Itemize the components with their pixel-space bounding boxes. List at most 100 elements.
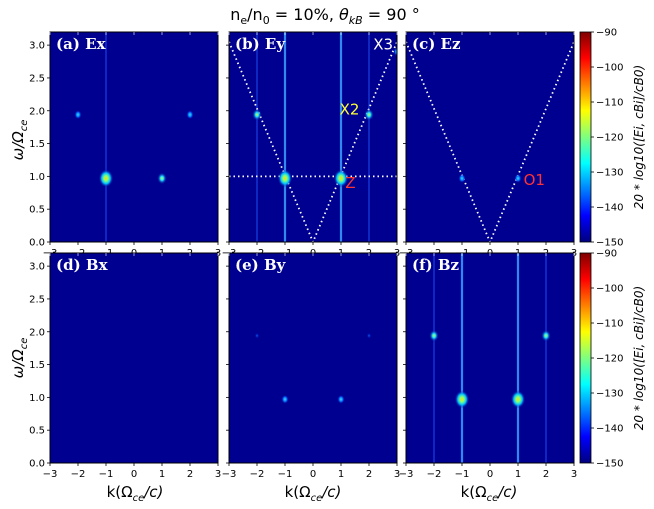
x-tick-label: −2 [427,469,442,480]
y-tick-label: 1.5 [29,139,45,150]
y-axis-label-top: ω/Ωce [9,120,30,161]
heatmap-background [50,253,218,463]
hotspot [157,172,167,185]
x-tick-label: 2 [187,469,193,480]
hotspot [510,390,526,409]
colorbar-gradient [579,252,592,464]
figure-title: ne/n0 = 10%, θkB = 90 ° [230,5,420,27]
panel-4: (e) By −3 −2 −1 0 1 2 3 [222,252,400,480]
colorbar-tick-label: −140 [596,203,623,214]
colorbar-0: −90 −100 −110 −120 −130 −140 −150 20 * log10([E… [579,28,646,249]
heatmap-background [50,32,218,242]
heatmap-background [406,32,574,242]
y-tick-label: 1.0 [29,393,45,404]
x-tick-label: −2 [71,469,86,480]
y-tick-label: 0.0 [29,238,45,249]
hotspot [252,108,262,121]
colorbar-tick-label: −150 [596,459,623,470]
panel-5: (f) Bz −3 −2 −1 0 1 2 3 [399,252,577,480]
hotspot [366,332,372,339]
panel-label: (d) Bx [56,256,109,274]
dispersion-v-curve [406,41,574,242]
x-tick-label: −3 [43,469,58,480]
x-tick-label: 3 [394,469,400,480]
dispersion-v-curve [229,41,397,242]
x-tick-label: 1 [515,469,521,480]
hotspot [454,390,470,409]
x-axis-label-d: k(Ωce/c) [107,483,164,504]
panel-label: (a) Ex [56,35,107,53]
colorbar-tick-label: −130 [596,389,623,400]
colorbar-tick-label: −150 [596,238,623,249]
heatmap-background [229,32,397,242]
colorbar-label: 20 * log10([Ei, cBi]/cB0) [632,286,646,430]
mode-label-z: Z [345,174,355,192]
heatmap-background [406,253,574,463]
x-tick-label: 0 [310,469,316,480]
x-tick-label: 3 [571,469,577,480]
y-tick-label: 2.5 [29,294,45,305]
y-tick-label: 1.5 [29,360,45,371]
panel-label: (b) Ey [235,35,286,53]
hotspot [541,329,551,342]
x-tick-label: −1 [278,469,293,480]
colorbar-tick-label: −110 [596,319,623,330]
y-tick-label: 1.0 [29,172,45,183]
x-axis-label-e: k(Ωce/c) [285,483,342,504]
y-tick-label: 0.5 [29,205,45,216]
hotspot [277,169,293,188]
mode-label-o1: O1 [524,171,545,189]
x-axis-label-f: k(Ωce/c) [461,483,518,504]
y-axis-label-bottom: ω/Ωce [9,338,30,379]
x-tick-label: −2 [250,469,265,480]
colorbar-gradient [579,31,592,243]
x-tick-label: 2 [543,469,549,480]
hotspot [393,47,397,57]
y-tick-label: 2.5 [29,73,45,84]
colorbar-tick-label: −90 [596,249,617,260]
x-tick-label: −1 [99,469,114,480]
hotspot [429,329,439,342]
y-tick-label: 2.0 [29,327,45,338]
panel-1: (b) Ey−3−2−10123X3X2Z [222,31,400,259]
x-tick-label: 1 [338,469,344,480]
mode-label-x3: X3 [373,36,393,54]
panel-label: (f) Bz [412,256,460,274]
x-tick-label: 3 [215,469,221,480]
x-tick-label: 2 [366,469,372,480]
colorbar-tick-label: −140 [596,424,623,435]
heatmap-background [229,253,397,463]
hotspot [254,332,260,339]
hotspot [74,110,82,120]
hotspot [337,394,345,404]
hotspot [281,394,289,404]
x-tick-label: 0 [487,469,493,480]
colorbar-tick-label: −90 [596,28,617,39]
panel-3: (d) Bx −3 −2 −1 0 1 2 3 0.0 0.5 1.0 1.5 2.0 2.5 3.0 [29,252,221,480]
colorbar-tick-label: −120 [596,354,623,365]
x-tick-label: 1 [159,469,165,480]
colorbar-tick-label: −100 [596,63,623,74]
x-tick-label: −3 [222,469,237,480]
y-tick-label: 3.0 [29,41,45,52]
y-tick-label: 2.0 [29,106,45,117]
y-tick-label: 0.5 [29,426,45,437]
x-tick-label: −1 [455,469,470,480]
colorbar-1: −90 −100 −110 −120 −130 −140 −150 20 * log10([E… [579,249,646,470]
colorbar-label: 20 * log10([Ei, cBi]/cB0) [632,65,646,209]
hotspot [333,169,349,188]
y-tick-label: 0.0 [29,459,45,470]
hotspot [458,173,466,183]
hotspot [514,173,522,183]
panel-2: (c) Ez−3−2−10123O1 [399,31,577,259]
hotspot [186,110,194,120]
colorbar-tick-label: −100 [596,284,623,295]
colorbar-tick-label: −120 [596,133,623,144]
y-tick-label: 3.0 [29,262,45,273]
panel-label: (c) Ez [412,35,461,53]
mode-label-x2: X2 [340,101,360,119]
colorbar-tick-label: −110 [596,98,623,109]
panel-label: (e) By [235,256,287,274]
